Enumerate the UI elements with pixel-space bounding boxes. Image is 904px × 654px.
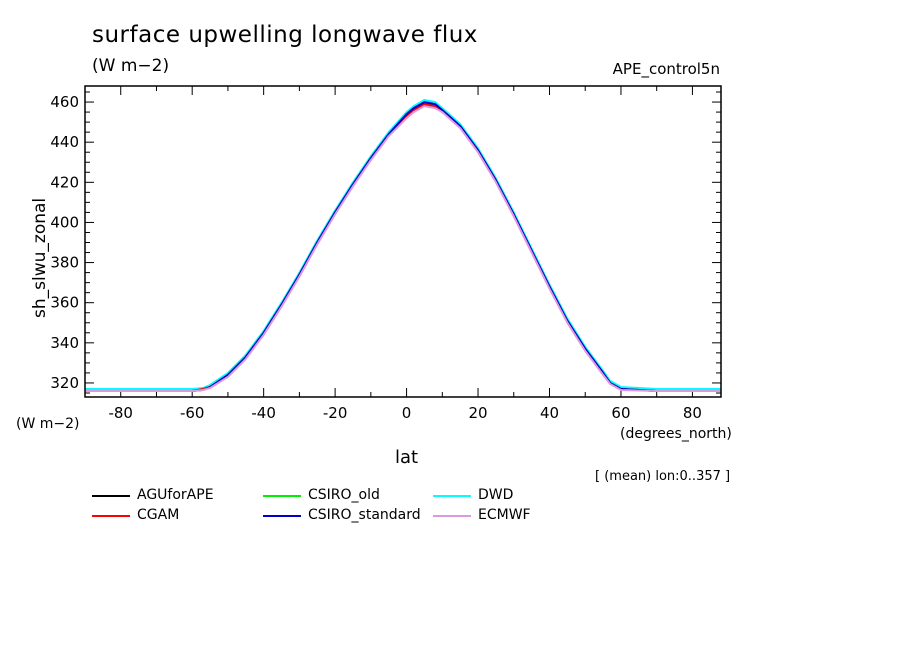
- legend-swatch: [433, 515, 471, 517]
- series-line-dwd: [85, 99, 721, 390]
- x-tick-label: -20: [323, 404, 348, 422]
- y-tick-label: 460: [50, 93, 79, 111]
- x-tick-label: 40: [540, 404, 559, 422]
- legend-swatch: [263, 515, 301, 517]
- legend-label: ECMWF: [478, 507, 531, 523]
- axis-ticks: [84, 86, 721, 397]
- x-tick-label: -60: [180, 404, 205, 422]
- legend-swatch: [92, 495, 130, 497]
- chart-units: (W m−2): [92, 56, 170, 76]
- y-tick-label: 440: [50, 133, 79, 151]
- chart-title: surface upwelling longwave flux: [92, 22, 478, 48]
- y-tick-label: 380: [50, 254, 79, 272]
- series-line-ecmwf: [85, 105, 721, 392]
- y-axis-units: (W m−2): [16, 416, 80, 432]
- plot-frame: [84, 85, 722, 398]
- series-lines: [85, 99, 721, 392]
- x-tick-label: -40: [251, 404, 276, 422]
- y-tick-label: 360: [50, 294, 79, 312]
- legend-label: DWD: [478, 487, 514, 503]
- y-tick-label: 420: [50, 173, 79, 191]
- subset-annotation: [ (mean) lon:0..357 ]: [595, 469, 731, 484]
- x-tick-label: 80: [683, 404, 702, 422]
- legend-swatch: [433, 495, 471, 497]
- x-tick-label: 0: [402, 404, 412, 422]
- series-line-cgam: [85, 103, 721, 392]
- y-tick-label: 340: [50, 334, 79, 352]
- x-axis-units: (degrees_north): [620, 426, 732, 442]
- legend-label: CSIRO_standard: [308, 507, 421, 523]
- legend-label: CGAM: [137, 507, 180, 523]
- series-line-aguforape: [85, 103, 721, 392]
- series-line-csiro-old: [85, 103, 721, 392]
- legend-swatch: [263, 495, 301, 497]
- legend-swatch: [92, 515, 130, 517]
- legend-label: CSIRO_old: [308, 487, 380, 503]
- tick-labels: -80 -60 -40 -20 0 20 40 60 80 320 340 360 380 400 420 4…: [50, 93, 702, 422]
- y-tick-label: 400: [50, 213, 79, 231]
- x-tick-label: -80: [108, 404, 133, 422]
- y-tick-label: 320: [50, 374, 79, 392]
- series-line-csiro-standard: [85, 101, 721, 392]
- x-tick-label: 20: [468, 404, 487, 422]
- x-axis-label: lat: [395, 447, 419, 468]
- legend-label: AGUforAPE: [137, 487, 214, 503]
- run-name: APE_control5n: [612, 60, 720, 78]
- x-tick-label: 60: [611, 404, 630, 422]
